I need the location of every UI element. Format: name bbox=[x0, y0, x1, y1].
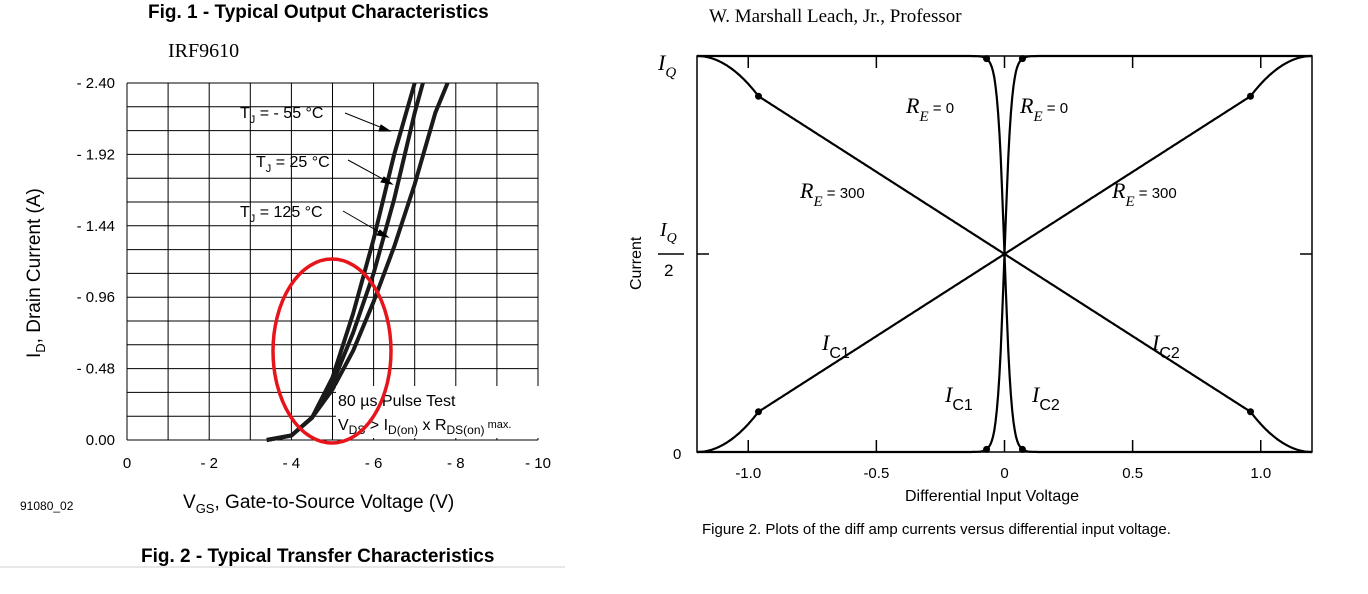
svg-text:TJ = - 55 °C: TJ = - 55 °C bbox=[240, 105, 323, 126]
y-tick-label: - 0.48 bbox=[77, 361, 115, 378]
right-markers bbox=[755, 55, 1254, 453]
author-header: W. Marshall Leach, Jr., Professor bbox=[709, 6, 962, 27]
x-tick-label: 0 bbox=[1000, 465, 1008, 482]
right-curves bbox=[697, 54, 1312, 454]
footer-code: 91080_02 bbox=[20, 499, 74, 513]
label-re300-right: RE = 300 bbox=[1111, 178, 1177, 210]
y-tick-label: - 0.96 bbox=[77, 289, 115, 306]
x-tick-label: 0 bbox=[123, 455, 131, 472]
zero-label: 0 bbox=[673, 446, 681, 463]
label-ic1-outer: IC1 bbox=[821, 330, 850, 362]
left-ylabel: ID, Drain Current (A) bbox=[24, 188, 48, 358]
pulse-note-line1: 80 µs Pulse Test bbox=[338, 393, 456, 410]
iq-label: IQ bbox=[657, 50, 676, 81]
svg-text:RE = 300: RE = 300 bbox=[1111, 178, 1177, 210]
svg-text:IC2: IC2 bbox=[1151, 330, 1180, 362]
data-marker bbox=[1247, 92, 1254, 100]
x-tick-label: -1.0 bbox=[735, 465, 761, 482]
label-re300-left: RE = 300 bbox=[799, 178, 865, 210]
tj-leader-arrows bbox=[342, 112, 394, 238]
tj-label-minus55: TJ = - 55 °C bbox=[240, 105, 323, 126]
data-marker bbox=[755, 408, 762, 416]
left-tick-labels: 0 - 2 - 4 - 6 - 8 - 10 0.00 - 0.48 - 0.96 - 1.44 -… bbox=[77, 75, 551, 472]
svg-text:TJ = 25 °C: TJ = 25 °C bbox=[256, 154, 330, 175]
x-tick-label: - 10 bbox=[525, 455, 551, 472]
svg-text:TJ = 125 °C: TJ = 125 °C bbox=[240, 204, 323, 225]
label-re0-right: RE = 0 bbox=[1019, 93, 1068, 125]
iq-half-denominator: 2 bbox=[664, 261, 673, 280]
pulse-note-line2: VDS > ID(on) x RDS(on) max. bbox=[338, 417, 511, 437]
tj-label-125: TJ = 125 °C bbox=[240, 204, 323, 225]
svg-text:IC1: IC1 bbox=[821, 330, 850, 362]
x-tick-label: -0.5 bbox=[863, 465, 889, 482]
x-tick-label: 0.5 bbox=[1122, 465, 1143, 482]
part-number: IRF9610 bbox=[168, 40, 239, 62]
svg-text:RE = 300: RE = 300 bbox=[799, 178, 865, 210]
x-tick-label: 1.0 bbox=[1250, 465, 1271, 482]
left-curves bbox=[266, 82, 450, 442]
right-ylabel: Current bbox=[628, 236, 645, 290]
data-marker bbox=[755, 92, 762, 100]
data-marker bbox=[983, 445, 991, 453]
label-re0-left: RE = 0 bbox=[905, 93, 954, 125]
highlight-ellipse bbox=[271, 257, 393, 445]
right-plot-frame bbox=[696, 55, 1313, 453]
series-line-2 bbox=[266, 82, 450, 442]
data-marker bbox=[983, 55, 991, 63]
series-line-ic2-re300 bbox=[697, 54, 1312, 454]
y-tick-label: - 1.44 bbox=[77, 218, 115, 235]
svg-text:IC2: IC2 bbox=[1031, 382, 1060, 414]
left-xlabel: VGS, Gate-to-Source Voltage (V) bbox=[183, 492, 454, 516]
figure2-caption: Figure 2. Plots of the diff amp currents… bbox=[702, 521, 1171, 538]
svg-text:RE = 0: RE = 0 bbox=[905, 93, 954, 125]
label-ic2-inner: IC2 bbox=[1031, 382, 1060, 414]
x-tick-label: - 2 bbox=[200, 455, 218, 472]
right-tick-labels: -1.0 -0.5 0 0.5 1.0 bbox=[735, 465, 1271, 482]
x-tick-label: - 6 bbox=[365, 455, 383, 472]
x-tick-label: - 8 bbox=[447, 455, 465, 472]
label-ic1-inner: IC1 bbox=[944, 382, 973, 414]
pulse-note-box bbox=[336, 386, 540, 438]
y-tick-label: - 1.92 bbox=[77, 146, 115, 163]
tj-label-25: TJ = 25 °C bbox=[256, 154, 330, 175]
svg-text:RE = 0: RE = 0 bbox=[1019, 93, 1068, 125]
data-marker bbox=[1018, 445, 1026, 453]
fig1-header: Fig. 1 - Typical Output Characteristics bbox=[148, 2, 489, 23]
fig2-caption: Fig. 2 - Typical Transfer Characteristic… bbox=[141, 546, 494, 567]
right-xlabel: Differential Input Voltage bbox=[905, 488, 1079, 505]
iq-half-numerator: IQ bbox=[659, 219, 677, 246]
x-tick-label: - 4 bbox=[283, 455, 301, 472]
label-ic2-outer: IC2 bbox=[1151, 330, 1180, 362]
data-marker bbox=[1018, 55, 1026, 63]
y-tick-label: - 2.40 bbox=[77, 75, 115, 92]
y-tick-label: 0.00 bbox=[86, 432, 115, 449]
svg-text:IC1: IC1 bbox=[944, 382, 973, 414]
data-marker bbox=[1247, 408, 1254, 416]
